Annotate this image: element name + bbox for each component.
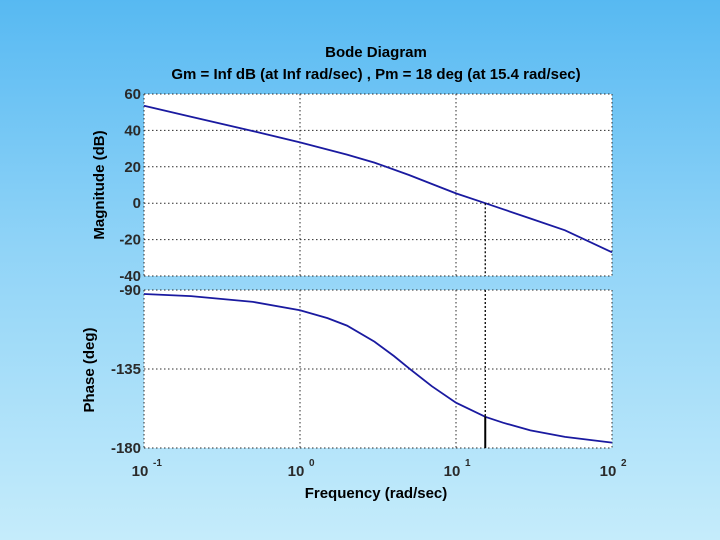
x-tick-label: 10 <box>132 463 149 480</box>
x-axis-label: Frequency (rad/sec) <box>305 485 448 502</box>
phase-y-ticks: -90 -135 -180 <box>111 282 141 457</box>
magnitude-axis-label: Magnitude (dB) <box>91 130 108 239</box>
phase-curve <box>143 293 613 444</box>
magnitude-y-tick-label: 0 <box>133 195 141 212</box>
phase-y-tick-label: -90 <box>119 282 141 299</box>
x-tick-label: 10 <box>600 463 617 480</box>
x-tick-exponent: -1 <box>153 458 162 469</box>
x-tick-exponent: 1 <box>465 458 471 469</box>
phase-y-tick-label: -135 <box>111 361 141 378</box>
x-tick-label: 10 <box>288 463 305 480</box>
x-tick-label: 10 <box>444 463 461 480</box>
phase-axis-label: Phase (deg) <box>81 327 98 412</box>
chart-subtitle: Gm = Inf dB (at Inf rad/sec) , Pm = 18 d… <box>171 66 580 83</box>
magnitude-y-tick-label: -20 <box>119 232 141 249</box>
magnitude-y-tick-label: 20 <box>124 159 141 176</box>
phase-y-tick-label: -180 <box>111 440 141 457</box>
magnitude-y-ticks: 60 40 20 0 -20 -40 <box>119 86 141 285</box>
magnitude-curve <box>143 104 613 254</box>
magnitude-y-tick-label: 60 <box>124 86 141 103</box>
x-ticks: 10 -1 10 0 10 1 10 2 <box>132 458 627 480</box>
x-tick-exponent: 0 <box>309 458 315 469</box>
magnitude-panel: 60 40 20 0 -20 -40 Magnitude (dB) <box>91 86 613 285</box>
magnitude-y-tick-label: 40 <box>124 122 141 139</box>
x-tick-exponent: 2 <box>621 458 627 469</box>
phase-panel: -90 -135 -180 Phase (deg) <box>81 282 613 457</box>
phase-plot-area <box>144 290 612 448</box>
chart-title: Bode Diagram <box>325 44 427 61</box>
magnitude-y-tick-label: -40 <box>119 268 141 285</box>
